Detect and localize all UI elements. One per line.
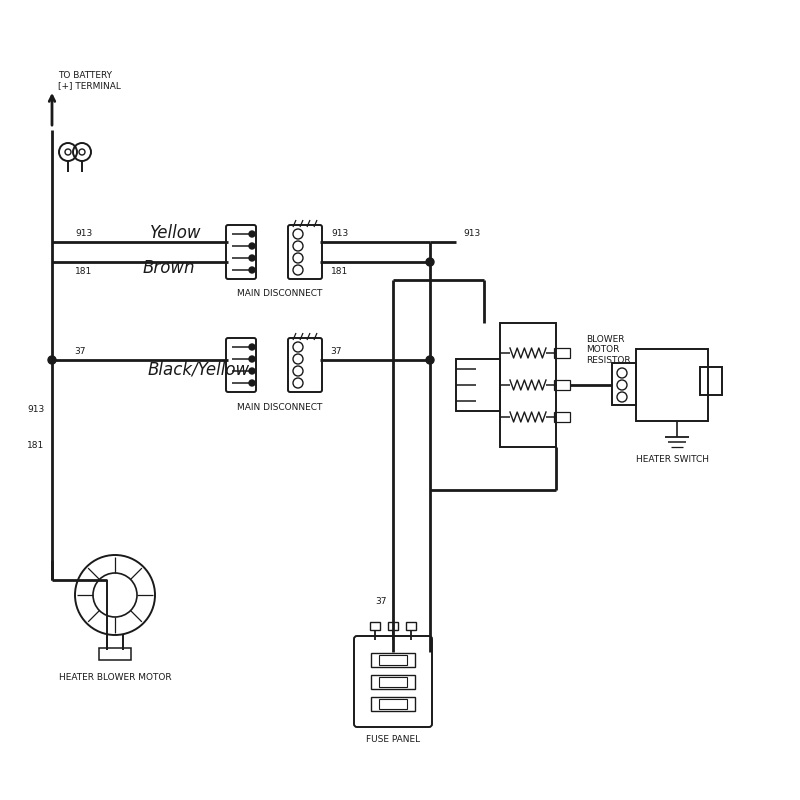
Text: 37: 37 (74, 346, 86, 355)
Text: 913: 913 (75, 230, 93, 238)
Text: Brown: Brown (143, 259, 195, 277)
Text: 181: 181 (27, 441, 45, 450)
Text: MAIN DISCONNECT: MAIN DISCONNECT (238, 402, 322, 411)
Circle shape (249, 267, 255, 273)
Text: 913: 913 (463, 229, 481, 238)
Circle shape (48, 356, 56, 364)
Circle shape (249, 231, 255, 237)
Bar (388, 622, 398, 630)
Bar (636, 349, 708, 421)
Circle shape (249, 356, 255, 362)
Bar (500, 323, 556, 447)
Bar (371, 697, 415, 711)
Circle shape (249, 255, 255, 261)
Text: 37: 37 (375, 598, 386, 606)
Circle shape (249, 344, 255, 350)
Bar (456, 359, 500, 411)
Bar (554, 348, 570, 358)
Bar (700, 367, 722, 395)
Circle shape (426, 356, 434, 364)
Circle shape (249, 380, 255, 386)
Bar (379, 677, 407, 687)
Circle shape (426, 258, 434, 266)
Text: 913: 913 (331, 229, 349, 238)
Text: BLOWER
MOTOR
RESISTOR: BLOWER MOTOR RESISTOR (586, 335, 630, 365)
Bar (99, 648, 131, 660)
Text: 37: 37 (330, 346, 342, 355)
Bar (406, 622, 416, 630)
Text: FUSE PANEL: FUSE PANEL (366, 735, 420, 745)
Text: 181: 181 (331, 266, 349, 275)
Text: TO BATTERY: TO BATTERY (58, 71, 112, 81)
Text: 913: 913 (27, 406, 45, 414)
Bar (371, 675, 415, 689)
Text: Yellow: Yellow (150, 224, 202, 242)
Text: Black/Yellow: Black/Yellow (148, 360, 250, 378)
Text: HEATER SWITCH: HEATER SWITCH (635, 455, 709, 465)
Text: HEATER BLOWER MOTOR: HEATER BLOWER MOTOR (58, 673, 171, 682)
Text: [+] TERMINAL: [+] TERMINAL (58, 82, 121, 90)
Circle shape (249, 368, 255, 374)
Text: 181: 181 (75, 266, 93, 275)
Text: MAIN DISCONNECT: MAIN DISCONNECT (238, 290, 322, 298)
Circle shape (249, 243, 255, 249)
Bar (370, 622, 380, 630)
Bar (379, 655, 407, 665)
Bar (379, 699, 407, 709)
Bar (554, 380, 570, 390)
Bar (612, 363, 636, 405)
Bar (554, 412, 570, 422)
Bar (371, 653, 415, 667)
